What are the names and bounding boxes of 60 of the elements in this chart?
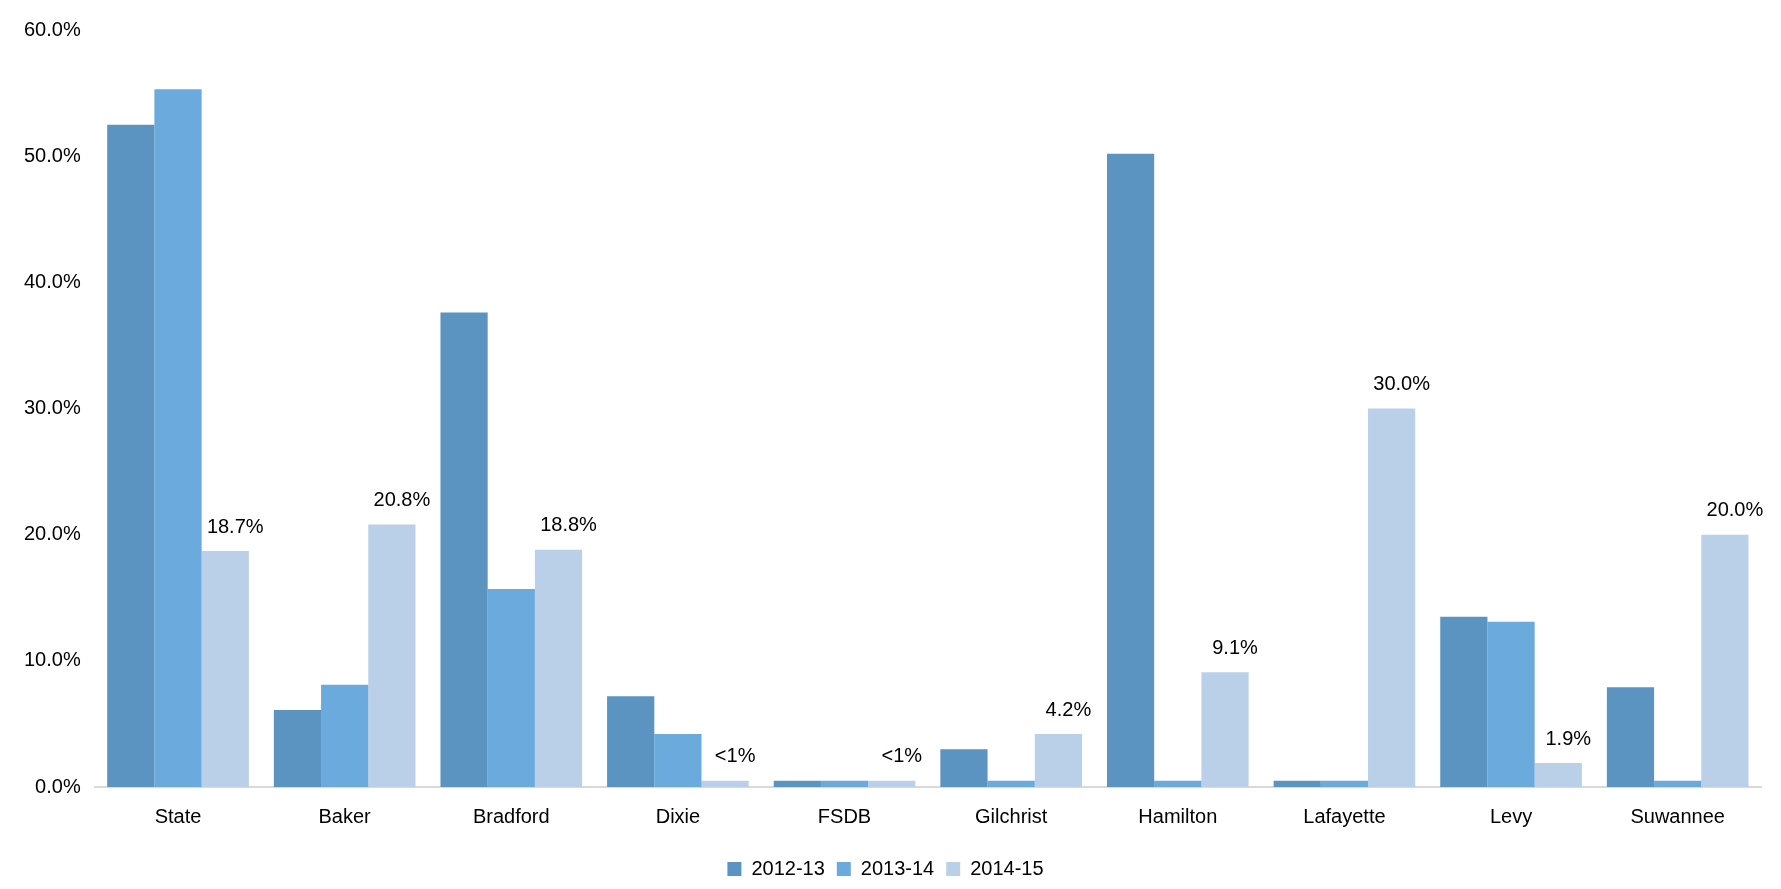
bar [1534,763,1582,787]
bar [820,780,869,787]
x-tick-label: Hamilton [1138,804,1218,827]
legend-label: 2012-13 [751,856,825,879]
x-tick-label: Suwannee [1630,804,1725,827]
bar [321,684,369,787]
data-label: 9.1% [1212,635,1259,658]
bar [368,524,416,787]
data-label: 18.8% [540,513,598,536]
bar [1154,780,1202,787]
bar [154,89,202,787]
bar [487,588,535,787]
data-label: <1% [714,744,756,767]
bar [1320,780,1369,787]
bar [607,696,655,787]
bar [1487,621,1535,787]
bar [1440,616,1488,787]
bar [1368,408,1416,787]
bar [701,780,749,787]
bar [1034,734,1082,787]
y-tick-label: 20.0% [23,522,81,545]
y-tick-label: 10.0% [23,648,81,671]
bar [1654,780,1702,787]
x-tick-label: Levy [1489,804,1533,827]
data-label: 1.9% [1545,726,1592,749]
y-tick-label: 60.0% [23,17,81,40]
data-label: 20.8% [373,488,431,511]
bar [107,124,155,787]
bar [201,551,249,787]
y-tick-label: 40.0% [23,269,81,292]
bar [987,780,1035,787]
bar [773,780,821,787]
bar [868,780,916,787]
data-label: 20.0% [1706,498,1764,521]
x-tick-label: Baker [318,804,372,827]
y-tick-label: 0.0% [35,774,81,797]
data-label: 30.0% [1373,372,1431,395]
legend-label: 2014-15 [970,856,1044,879]
bar [654,734,702,787]
bar [534,549,583,787]
data-label: <1% [881,744,923,767]
data-label: 4.2% [1045,697,1092,720]
x-tick-label: Lafayette [1303,804,1386,827]
bar [1106,153,1155,787]
bar [1273,780,1321,787]
data-label: 18.7% [206,514,264,537]
x-tick-label: State [154,804,202,827]
x-tick-label: Gilchrist [975,804,1048,827]
legend-label: 2013-14 [860,856,935,879]
y-tick-label: 30.0% [23,396,81,419]
bar [1701,534,1749,787]
bar [440,312,488,787]
y-tick-label: 50.0% [23,143,81,166]
bar [273,710,322,787]
bar [1606,687,1655,787]
bar [940,749,988,787]
bar [1201,672,1249,787]
x-tick-label: FSDB [817,804,872,827]
x-tick-label: Dixie [655,804,701,827]
x-tick-label: Bradford [472,804,550,827]
